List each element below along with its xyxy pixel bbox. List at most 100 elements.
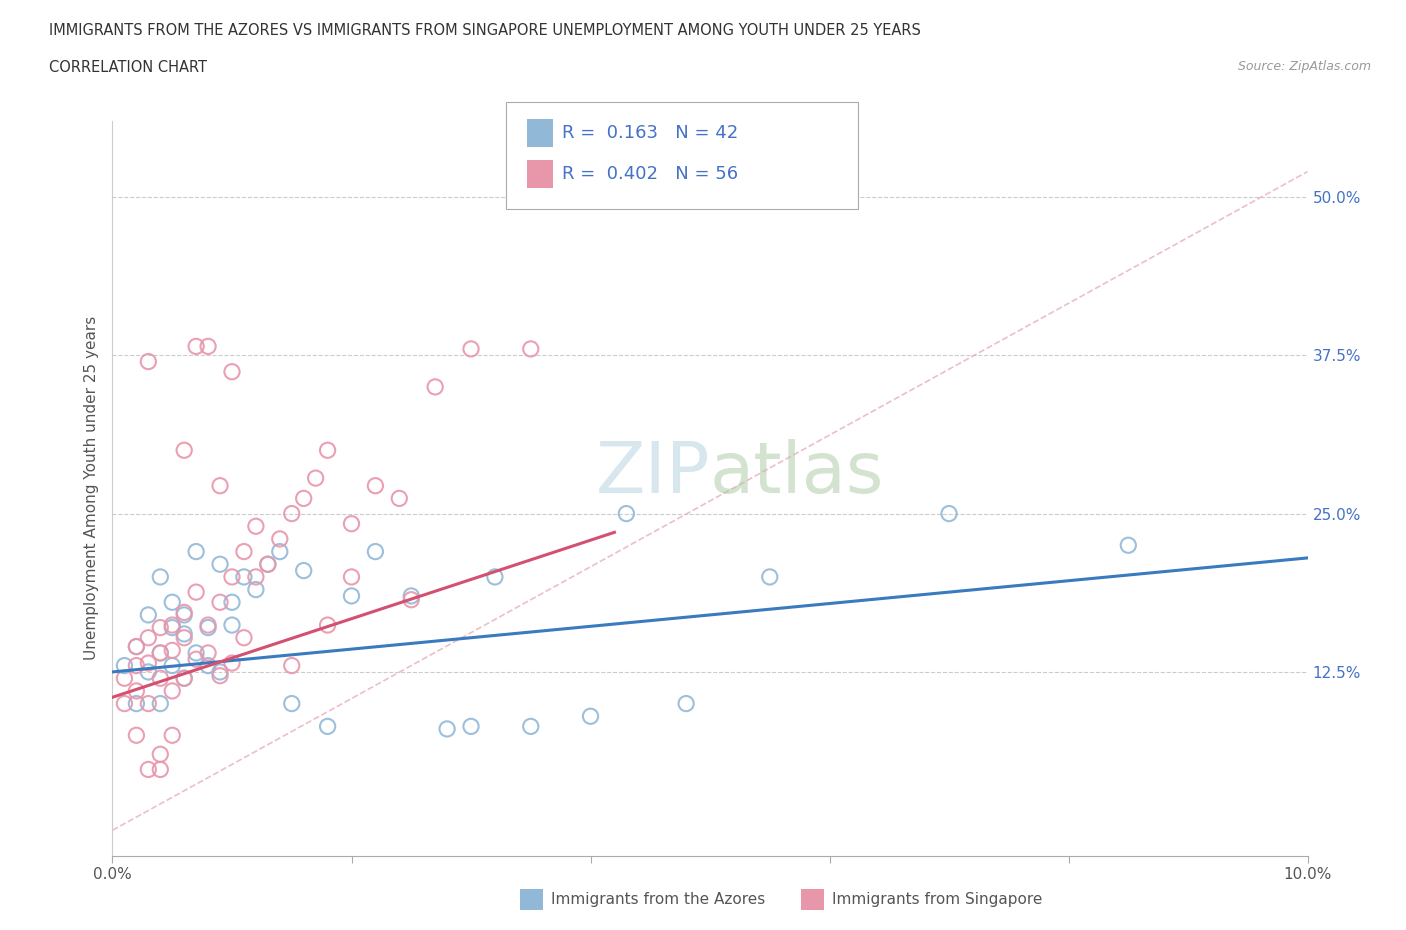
Point [221, 569, 243, 584]
Point [209, 669, 232, 684]
Point [460, 341, 482, 356]
Text: atlas: atlas [710, 439, 884, 508]
Point [759, 569, 782, 584]
Point [292, 491, 315, 506]
Text: Source: ZipAtlas.com: Source: ZipAtlas.com [1237, 60, 1371, 73]
Point [221, 618, 243, 632]
Text: R =  0.402   N = 56: R = 0.402 N = 56 [562, 165, 738, 183]
Point [209, 557, 232, 572]
Point [173, 443, 195, 458]
Point [162, 620, 183, 635]
Point [269, 544, 291, 559]
Point [388, 491, 411, 506]
Point [149, 671, 172, 685]
Point [579, 709, 602, 724]
Point [186, 544, 208, 559]
Point [149, 762, 172, 777]
Point [162, 643, 183, 658]
Point [162, 618, 183, 632]
Point [281, 658, 304, 673]
Point [149, 620, 172, 635]
Point [149, 747, 172, 762]
Point [197, 620, 219, 635]
Point [340, 589, 363, 604]
Point [484, 569, 506, 584]
Point [149, 697, 172, 711]
Point [221, 595, 243, 610]
Point [186, 339, 208, 353]
Point [401, 589, 423, 604]
Text: IMMIGRANTS FROM THE AZORES VS IMMIGRANTS FROM SINGAPORE UNEMPLOYMENT AMONG YOUTH: IMMIGRANTS FROM THE AZORES VS IMMIGRANTS… [49, 23, 921, 38]
Point [401, 592, 423, 607]
Point [520, 719, 543, 734]
Text: Immigrants from Singapore: Immigrants from Singapore [832, 892, 1043, 907]
Point [138, 762, 160, 777]
Point [340, 569, 363, 584]
Point [305, 471, 328, 485]
Point [281, 697, 304, 711]
Point [460, 719, 482, 734]
Point [1118, 538, 1140, 552]
Point [138, 607, 160, 622]
Point [138, 697, 160, 711]
Text: CORRELATION CHART: CORRELATION CHART [49, 60, 207, 75]
Point [186, 652, 208, 667]
Point [162, 595, 183, 610]
Point [162, 658, 183, 673]
Point [125, 639, 148, 654]
Point [364, 478, 387, 493]
Point [245, 569, 267, 584]
Point [197, 618, 219, 632]
Point [162, 728, 183, 743]
Point [114, 671, 135, 685]
Point [138, 631, 160, 645]
Point [938, 506, 960, 521]
Point [245, 582, 267, 597]
Point [316, 618, 339, 632]
Point [186, 645, 208, 660]
Point [209, 595, 232, 610]
Text: ZIP: ZIP [596, 439, 710, 508]
Point [233, 569, 256, 584]
Point [149, 645, 172, 660]
Point [281, 506, 304, 521]
Point [197, 339, 219, 353]
Point [221, 656, 243, 671]
Text: R =  0.163   N = 42: R = 0.163 N = 42 [562, 124, 738, 142]
Point [114, 697, 135, 711]
Point [125, 728, 148, 743]
Point [257, 557, 280, 572]
Text: Immigrants from the Azores: Immigrants from the Azores [551, 892, 765, 907]
Point [316, 443, 339, 458]
Point [197, 645, 219, 660]
Point [162, 684, 183, 698]
Point [149, 569, 172, 584]
Point [149, 645, 172, 660]
Point [520, 341, 543, 356]
Point [269, 531, 291, 546]
Point [292, 564, 315, 578]
Point [425, 379, 447, 394]
Point [197, 658, 219, 673]
Point [245, 519, 267, 534]
Point [173, 604, 195, 619]
Point [138, 656, 160, 671]
Point [125, 697, 148, 711]
Point [138, 665, 160, 680]
Point [257, 557, 280, 572]
Point [364, 544, 387, 559]
Point [436, 722, 458, 737]
Point [114, 658, 135, 673]
Point [675, 697, 697, 711]
Point [209, 665, 232, 680]
Point [125, 658, 148, 673]
Point [233, 631, 256, 645]
Point [233, 544, 256, 559]
Point [186, 585, 208, 600]
Point [173, 607, 195, 622]
Point [138, 354, 160, 369]
Point [125, 684, 148, 698]
Point [209, 478, 232, 493]
Point [340, 516, 363, 531]
Point [316, 719, 339, 734]
